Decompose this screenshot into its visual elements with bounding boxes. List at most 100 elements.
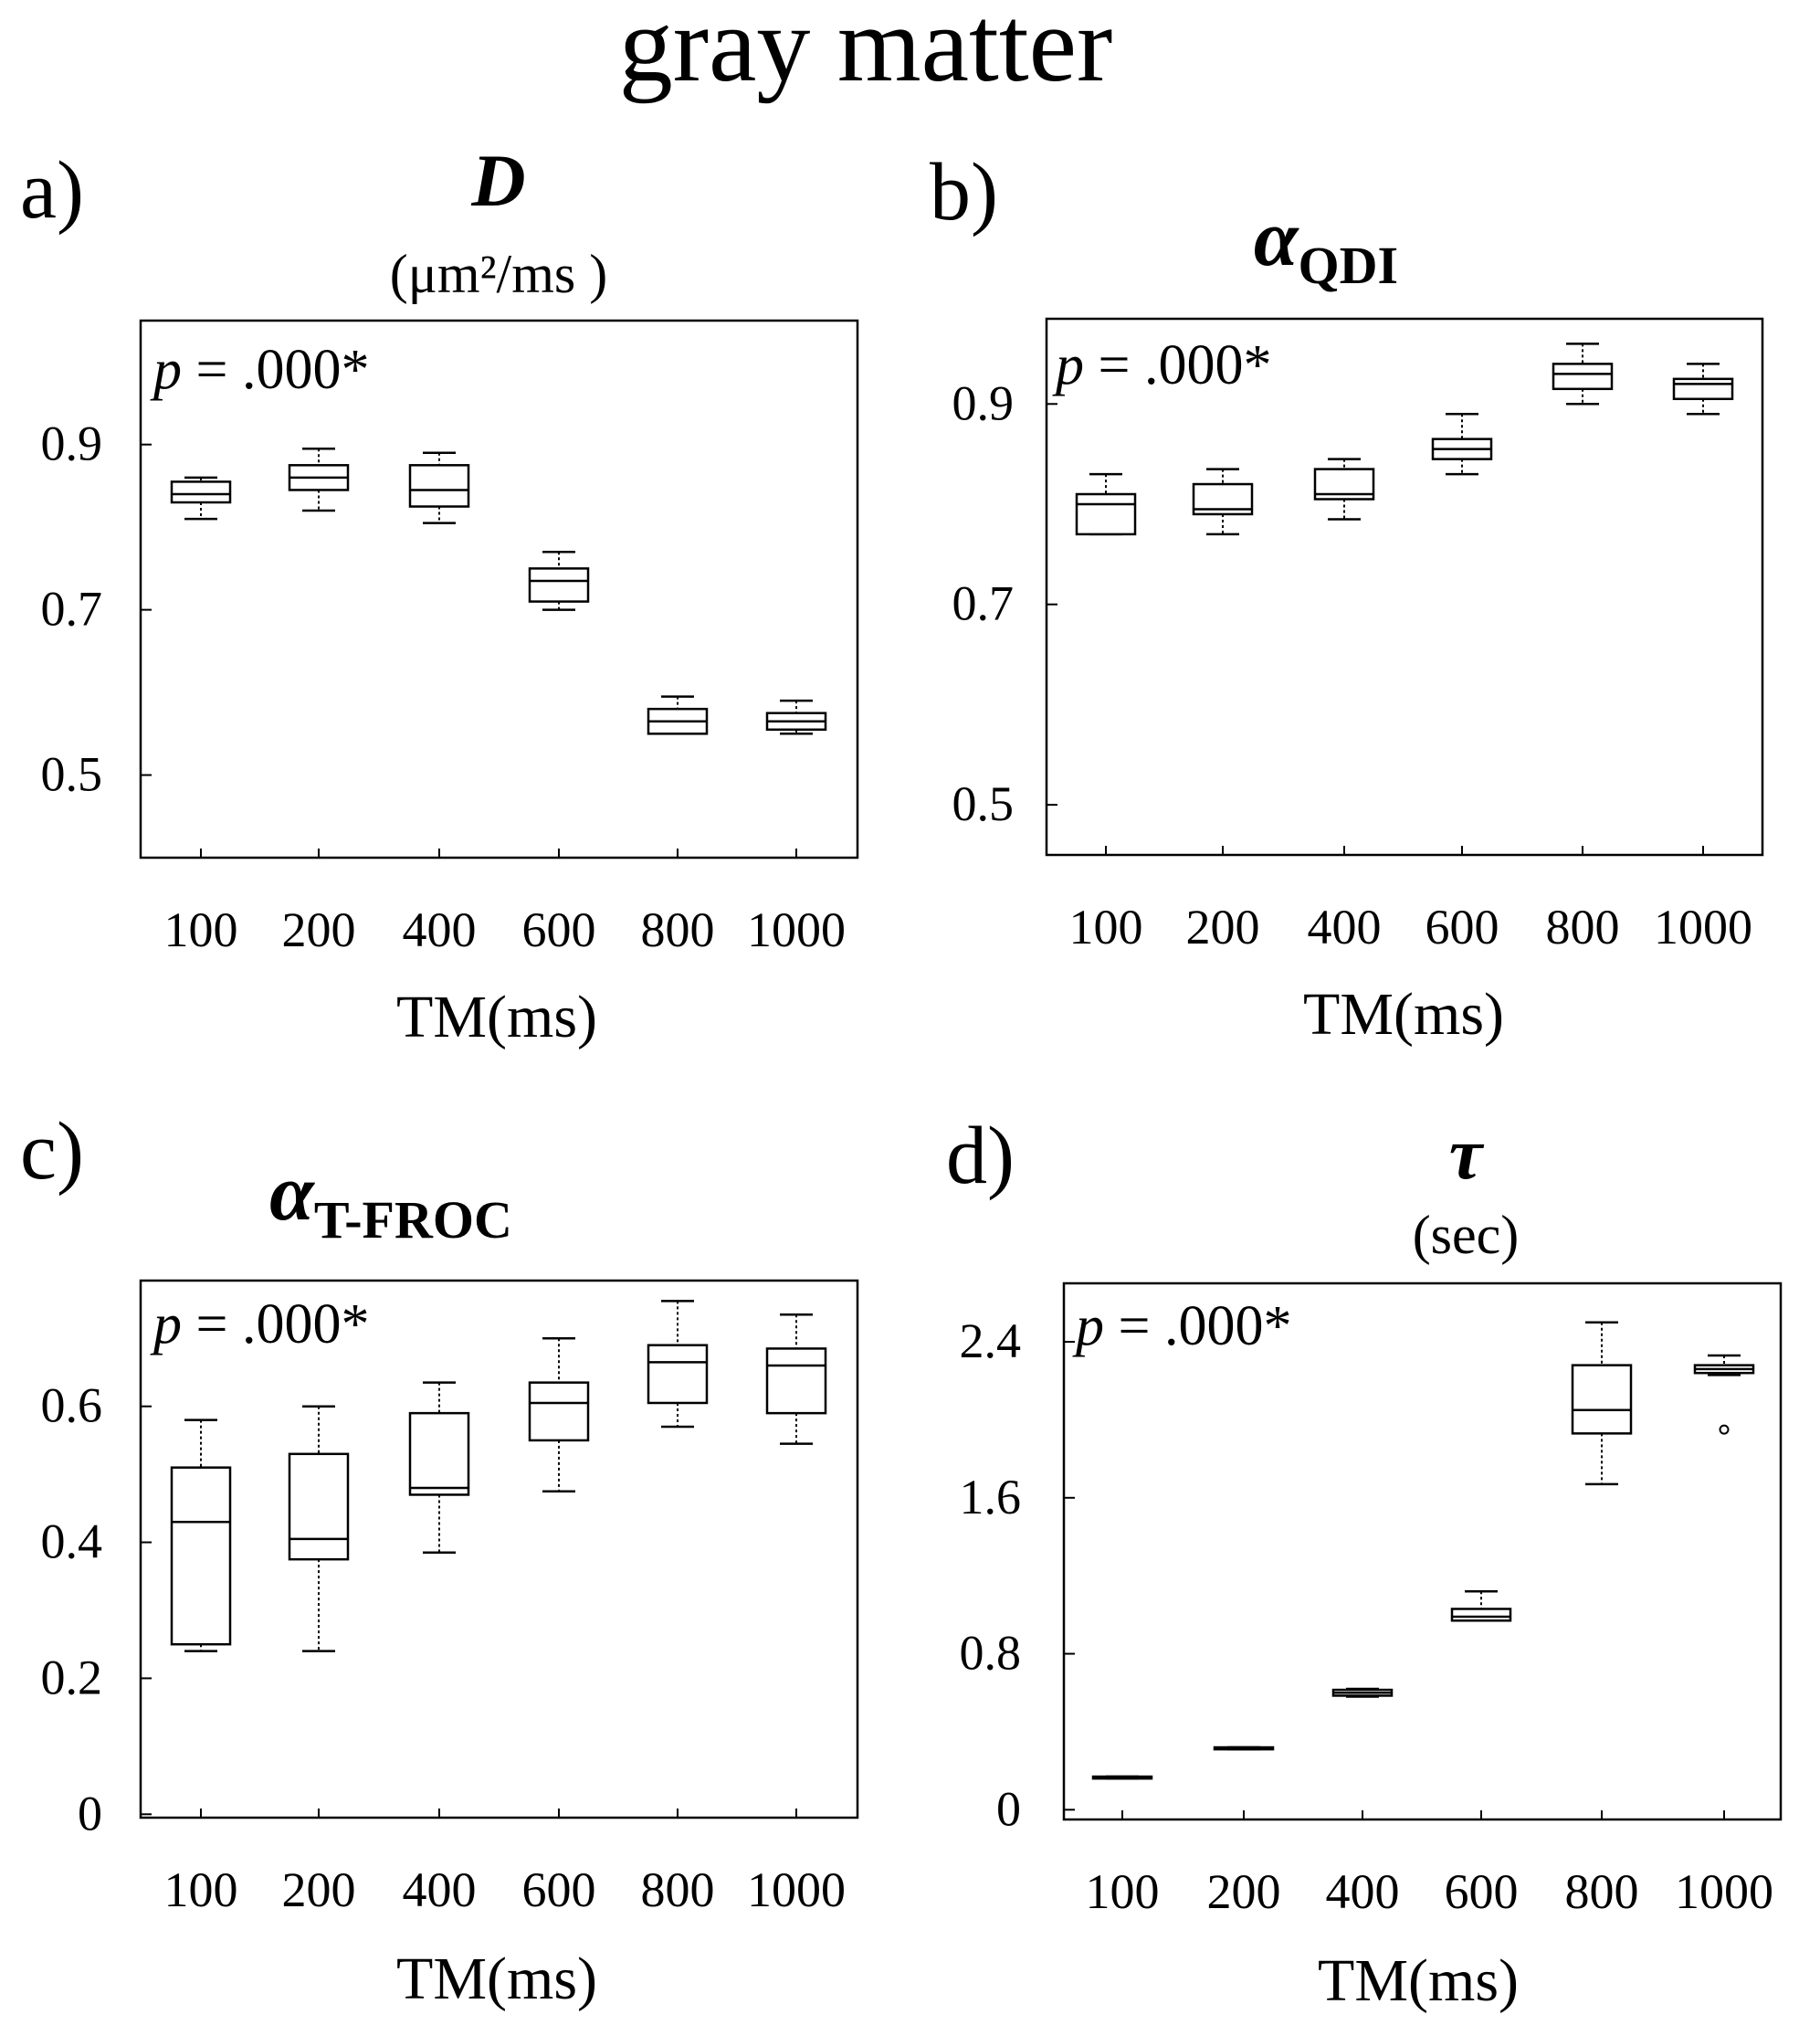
x-tick-label: 800: [1546, 900, 1620, 954]
box-iqr: [288, 1452, 350, 1561]
chart-title-subscript: T-FROC: [314, 1190, 512, 1250]
x-tick-label: 600: [1425, 900, 1499, 954]
panel-label: d): [946, 1111, 1015, 1201]
box-100: [1091, 1775, 1153, 1780]
p-value-annotation: p = .000*: [150, 339, 369, 401]
p-value-text: = .000*: [1084, 334, 1271, 396]
y-tick-label: 0.7: [41, 582, 103, 637]
box-iqr: [1075, 492, 1137, 536]
panel-label: b): [930, 147, 998, 237]
box-600: [1450, 1590, 1512, 1622]
chart-title: αQDI: [1254, 195, 1398, 295]
p-value-symbol: p: [150, 1293, 182, 1355]
box-iqr: [647, 1344, 709, 1405]
box-400: [1313, 458, 1375, 521]
x-tick-label: 1000: [747, 902, 846, 957]
y-tick-label: 0: [78, 1786, 102, 1840]
panel-label: a): [20, 145, 84, 236]
x-tick-label: 200: [282, 1862, 356, 1917]
y-tick-label: 0.2: [41, 1650, 103, 1704]
box-100: [170, 1419, 232, 1652]
x-tick-label: 400: [1326, 1864, 1400, 1919]
x-tick-label: 600: [1445, 1864, 1519, 1919]
box-iqr: [1571, 1364, 1633, 1435]
box-iqr: [1672, 377, 1734, 401]
plot-frame: [1062, 1281, 1783, 1821]
box-iqr: [170, 480, 232, 504]
y-tick-label: 0.6: [41, 1378, 103, 1433]
x-tick-label: 1000: [1654, 900, 1752, 954]
x-tick-label: 800: [641, 1862, 715, 1917]
p-value-annotation: p = .000*: [150, 1293, 369, 1355]
box-iqr: [1450, 1608, 1512, 1622]
box-1000: [1693, 1354, 1755, 1376]
box-400: [408, 451, 470, 524]
p-value-annotation: p = .000*: [1072, 1295, 1291, 1357]
chart-title-subscript: QDI: [1299, 236, 1399, 295]
x-tick-label: 1000: [1675, 1864, 1773, 1919]
x-tick-label: 100: [1086, 1864, 1160, 1919]
chart-title: τ: [1449, 1112, 1485, 1195]
y-tick-label: 0.9: [952, 375, 1015, 430]
box-200: [1213, 1746, 1275, 1751]
chart-subtitle: (sec): [1413, 1205, 1520, 1265]
box-1000: [765, 699, 827, 735]
x-tick-label: 1000: [747, 1862, 846, 1917]
box-200: [288, 1405, 350, 1652]
chart-panel-1: a) D (μm²/ms ) 0.5 0.7 0.9 100 200 400 600 800 1000…: [20, 139, 859, 1050]
p-value-text: = .000*: [182, 1293, 369, 1355]
box-iqr: [170, 1466, 232, 1646]
p-value-text: = .000*: [1104, 1295, 1291, 1357]
box-800: [1571, 1321, 1633, 1486]
box-1000: [1672, 363, 1734, 416]
p-value-symbol: p: [1052, 334, 1084, 396]
figure-title: gray matter: [619, 0, 1113, 104]
x-tick-label: 800: [1565, 1864, 1639, 1919]
box-400: [1331, 1687, 1394, 1698]
outlier-point: [1719, 1424, 1730, 1435]
chart-title: D: [470, 139, 525, 222]
box-800: [1552, 343, 1614, 406]
chart-panel-2: b) αQDI 0.5 0.7 0.9 100 200 400 600 800 1000 TM(ms)…: [930, 147, 1764, 1048]
panel-label: c): [20, 1106, 84, 1197]
x-tick-label: 800: [641, 902, 715, 957]
box-iqr: [528, 567, 590, 603]
x-tick-label: 400: [1308, 900, 1382, 954]
x-tick-label: 600: [522, 902, 596, 957]
y-tick-label: 0.5: [952, 776, 1015, 831]
x-tick-label: 400: [403, 1862, 477, 1917]
y-tick-label: 1.6: [960, 1470, 1022, 1524]
y-tick-label: 0.9: [41, 417, 103, 471]
box-iqr: [765, 1347, 827, 1415]
box-100: [1075, 472, 1137, 536]
box-800: [647, 1300, 709, 1429]
plot-frame: [139, 319, 859, 860]
y-tick-label: 0: [996, 1781, 1021, 1836]
x-tick-label: 200: [1186, 900, 1260, 954]
x-axis-label: TM(ms): [1303, 981, 1504, 1048]
y-tick-label: 2.4: [960, 1313, 1022, 1368]
box-600: [528, 551, 590, 611]
box-200: [1192, 468, 1254, 536]
box-iqr: [408, 1411, 470, 1496]
x-tick-label: 100: [1069, 900, 1143, 954]
box-1000: [765, 1313, 827, 1445]
plot-frame: [139, 1279, 859, 1819]
p-value-annotation: p = .000*: [1052, 334, 1271, 396]
box-200: [288, 447, 350, 512]
x-tick-label: 100: [164, 1862, 238, 1917]
x-tick-label: 400: [403, 902, 477, 957]
x-tick-label: 100: [164, 902, 238, 957]
y-tick-label: 0.4: [41, 1514, 103, 1569]
box-iqr: [528, 1381, 590, 1442]
box-800: [647, 695, 709, 735]
x-axis-label: TM(ms): [396, 984, 597, 1050]
box-600: [528, 1337, 590, 1492]
x-tick-label: 200: [282, 902, 356, 957]
box-iqr: [408, 464, 470, 508]
y-tick-label: 0.7: [952, 576, 1015, 631]
p-value-symbol: p: [1072, 1295, 1104, 1357]
x-tick-label: 600: [522, 1862, 596, 1917]
chart-panel-3: c) αT-FROC 0 0.2 0.4 0.6 100 200 400 600 800 1000 TM…: [20, 1106, 859, 2012]
x-axis-label: TM(ms): [396, 1946, 597, 2012]
